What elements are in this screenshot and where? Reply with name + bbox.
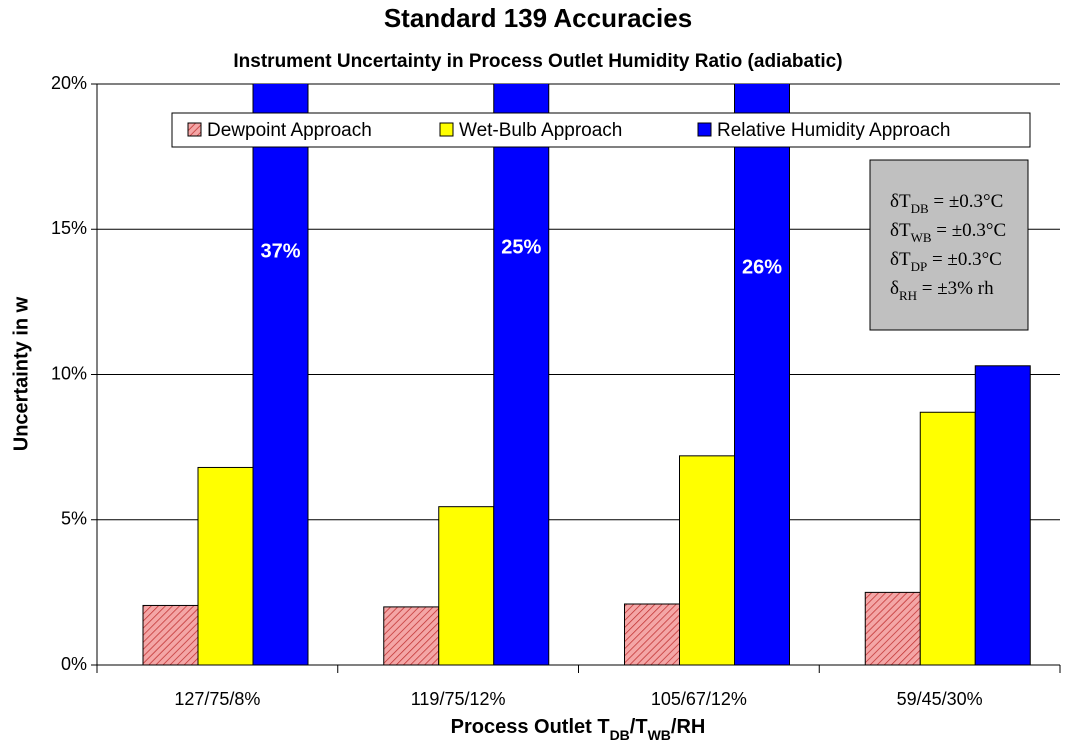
y-tick-label: 15% xyxy=(51,218,87,238)
data-label: 26% xyxy=(742,256,782,278)
annotation-main: δT xyxy=(890,220,911,241)
legend-swatch xyxy=(697,122,712,137)
chart-title: Standard 139 Accuracies xyxy=(384,3,692,33)
annotation-main: δ xyxy=(890,278,899,299)
x-tick-label: 59/45/30% xyxy=(897,689,983,709)
bar xyxy=(974,365,1031,665)
data-label: 37% xyxy=(260,240,300,262)
annotation-box xyxy=(869,159,1029,331)
annotation-sub: WB xyxy=(911,230,932,245)
bar xyxy=(142,604,199,665)
annotation-rest: = ±3% rh xyxy=(917,278,994,299)
bar xyxy=(864,591,921,665)
legend-label: Relative Humidity Approach xyxy=(717,120,950,141)
x-axis-label-part: WB xyxy=(648,727,671,743)
bar xyxy=(919,411,976,665)
legend-swatch xyxy=(187,122,202,137)
bar xyxy=(679,455,735,665)
y-tick-label: 0% xyxy=(61,654,87,674)
annotation-rest: = ±0.3°C xyxy=(927,249,1002,270)
annotation-main: δT xyxy=(890,249,911,270)
bar xyxy=(383,606,440,665)
annotation-main: δT xyxy=(890,191,911,212)
x-axis-label: Process Outlet TDB/TWB/RH xyxy=(451,716,706,742)
y-axis-label: Uncertainty in w xyxy=(10,296,32,451)
bar xyxy=(624,603,680,665)
legend-label: Dewpoint Approach xyxy=(207,120,372,141)
bar xyxy=(493,84,550,665)
x-axis-label-part: DB xyxy=(610,727,630,743)
legend-label: Wet-Bulb Approach xyxy=(459,120,622,141)
y-tick-label: 10% xyxy=(51,363,87,383)
annotation-sub: DP xyxy=(911,259,928,274)
annotation-sub: RH xyxy=(899,288,917,303)
bar xyxy=(197,466,254,665)
bar xyxy=(252,84,309,665)
data-label: 25% xyxy=(501,236,541,258)
y-tick-label: 5% xyxy=(61,509,87,529)
bar xyxy=(438,506,495,665)
x-axis-label-part: Process Outlet T xyxy=(451,716,610,738)
chart-subtitle: Instrument Uncertainty in Process Outlet… xyxy=(233,51,842,72)
annotation-line: δRH = ±3% rh xyxy=(890,278,994,303)
x-tick-label: 127/75/8% xyxy=(174,689,260,709)
bars xyxy=(142,84,1031,665)
y-tick-label: 20% xyxy=(51,73,87,93)
annotation-line: δTDB = ±0.3°C xyxy=(890,191,1003,216)
x-tick-label: 105/67/12% xyxy=(651,689,747,709)
legend-swatch xyxy=(439,122,454,137)
x-axis-label-part: /T xyxy=(630,716,648,738)
annotation-line: δTWB = ±0.3°C xyxy=(890,220,1006,245)
annotation-rest: = ±0.3°C xyxy=(932,220,1007,241)
x-axis-label-part: /RH xyxy=(671,716,705,738)
annotation-sub: DB xyxy=(911,201,929,216)
annotation-rest: = ±0.3°C xyxy=(929,191,1004,212)
annotation-line: δTDP = ±0.3°C xyxy=(890,249,1002,274)
x-tick-label: 119/75/12% xyxy=(411,689,506,709)
bar xyxy=(734,84,790,665)
legend-box xyxy=(171,112,1031,148)
